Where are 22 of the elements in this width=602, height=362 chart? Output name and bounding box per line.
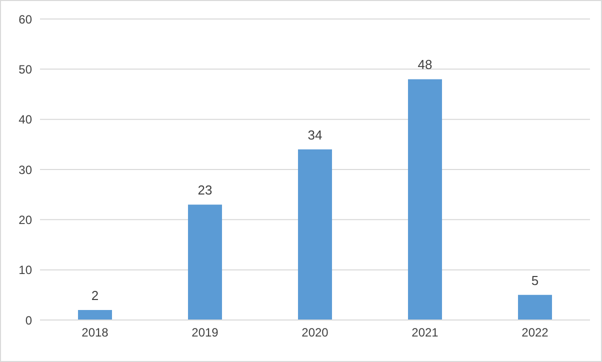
data-label: 5 xyxy=(531,272,539,288)
bar xyxy=(298,149,332,320)
x-tick-label: 2022 xyxy=(522,326,549,340)
bar xyxy=(408,79,442,320)
y-tick-label: 50 xyxy=(18,62,32,76)
x-tick-label: 2020 xyxy=(302,326,329,340)
bar xyxy=(78,310,112,320)
bar xyxy=(188,204,222,320)
y-tick-label: 40 xyxy=(18,112,32,127)
y-tick-label: 10 xyxy=(18,263,32,278)
data-label: 34 xyxy=(308,127,322,142)
data-label: 48 xyxy=(418,57,432,72)
x-tick-label: 2018 xyxy=(82,326,109,340)
data-label: 23 xyxy=(198,182,212,198)
y-tick-label: 0 xyxy=(25,313,32,328)
y-tick-label: 20 xyxy=(18,212,32,227)
data-label: 2 xyxy=(91,288,99,303)
x-tick-label: 2021 xyxy=(412,326,439,340)
bar xyxy=(518,294,552,320)
y-tick-label: 60 xyxy=(18,12,32,26)
x-tick-label: 2019 xyxy=(192,326,219,340)
y-tick-label: 30 xyxy=(18,162,32,177)
